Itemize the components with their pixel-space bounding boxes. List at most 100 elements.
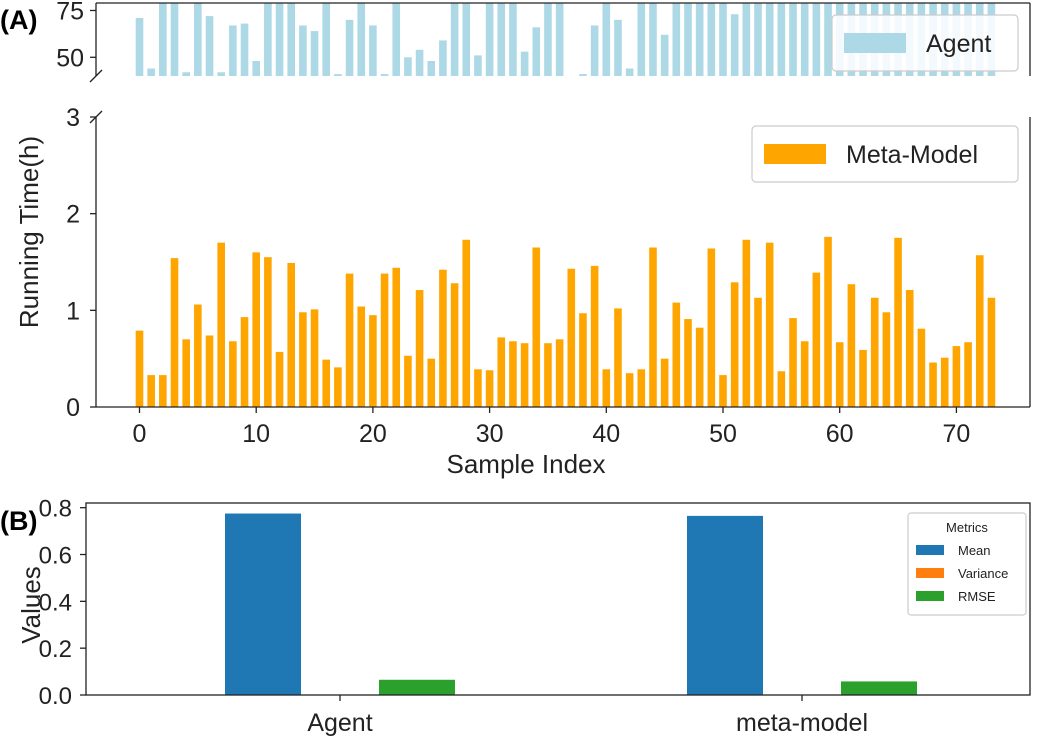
agent-bar-17 [334,74,342,76]
panel-label-b: (B) [0,506,37,536]
rmse-bar-meta-model [841,681,917,695]
panel-a-lower-axis: 0 1 2 3 0 10 20 30 40 50 60 70 Meta-Model Sample I… [14,104,1031,479]
panel-b-x-tick-label-meta-model: meta-model [736,709,868,737]
meta-model-bar-5 [194,304,202,407]
meta-model-bar-2 [159,375,167,407]
agent-bar-43 [637,3,646,76]
panel-b-y-tick-label-4: 0.8 [39,496,72,523]
meta-model-bar-43 [637,369,646,407]
agent-bar-44 [649,3,657,76]
meta-model-bar-3 [170,258,179,407]
agent-bar-12 [275,3,284,76]
meta-model-bar-53 [754,297,762,407]
legend-agent-box [831,14,1019,72]
meta-model-bar-66 [905,290,914,407]
agent-bar-46 [672,3,681,76]
agent-bar-45 [660,34,669,76]
meta-model-bar-19 [357,306,366,407]
panel-b-y-tick-label-2: 0.4 [39,589,72,616]
panel-b-frame [85,502,1031,696]
meta-model-bar-39 [590,265,599,407]
agent-bar-48 [695,3,704,76]
agent-bar-50 [719,3,727,76]
meta-model-bar-15 [310,309,319,407]
meta-model-bars [135,236,996,407]
axis-break-mark-upper [89,69,103,83]
meta-model-bar-16 [322,359,331,407]
panel-b-x-ticks: Agent meta-model [307,695,868,737]
meta-model-bar-52 [742,239,751,407]
legend-agent-swatch [844,33,906,53]
agent-bar-59 [824,3,832,76]
meta-model-bar-34 [532,247,541,407]
meta-model-bar-14 [299,312,307,407]
agent-bar-19 [357,3,366,76]
meta-model-bar-32 [509,341,517,407]
mean-bar-meta-model [687,515,763,695]
agent-bar-57 [800,3,809,76]
upper-y-ticks: 50 75 [56,0,96,72]
meta-model-bar-58 [812,272,821,407]
meta-model-bar-13 [287,262,296,407]
meta-model-bar-23 [404,355,412,407]
agent-bar-25 [427,61,436,76]
x-axis-title: Sample Index [447,449,606,479]
panel-b-y-tick-label-0: 0.0 [39,683,72,710]
lower-y-ticks: 0 1 2 3 [66,104,96,422]
upper-y-tick-label-75: 75 [56,0,84,25]
legend-swatch-mean [916,545,944,555]
meta-model-bar-61 [847,284,856,407]
agent-bar-13 [287,3,296,76]
panel-b-y-axis-title: Values [16,566,46,644]
agent-bar-58 [812,3,821,76]
agent-bar-31 [497,3,506,76]
meta-model-bar-35 [544,343,552,407]
meta-model-bar-64 [882,312,891,407]
meta-model-bar-51 [730,282,739,407]
meta-model-bar-56 [789,318,797,407]
meta-model-bar-42 [625,373,634,407]
agent-bar-26 [439,40,447,76]
meta-model-bar-68 [929,362,937,407]
meta-model-bar-40 [602,369,611,407]
meta-model-bar-65 [894,237,902,407]
meta-model-bar-4 [182,339,190,407]
meta-model-bar-49 [707,248,716,407]
x-tick-label-70: 70 [942,420,970,448]
panel-b-axis: 0.0 0.2 0.4 0.6 0.8 Agent meta-model Values M… [16,496,1031,737]
meta-model-bar-41 [614,308,622,407]
meta-model-bar-26 [439,269,447,407]
agent-bar-2 [159,3,167,76]
metrics-legend: Metrics Mean Variance RMSE [907,512,1027,616]
legend-swatch-rmse [916,591,944,601]
legend-swatch-variance [916,568,944,578]
agent-bar-29 [474,55,482,76]
meta-model-bar-72 [975,255,984,407]
agent-bar-4 [182,72,190,76]
agent-bar-34 [532,27,541,76]
legend-meta-model-label: Meta-Model [846,141,978,169]
x-tick-label-20: 20 [359,420,387,448]
meta-model-bar-63 [870,297,879,407]
agent-bar-27 [450,3,459,76]
agent-bar-56 [789,3,797,76]
agent-bar-8 [229,25,237,76]
meta-model-bar-55 [777,371,786,407]
agent-bar-10 [252,61,260,76]
meta-model-bar-46 [672,302,681,407]
x-tick-label-10: 10 [242,420,270,448]
lower-y-tick-label-0: 0 [66,394,80,422]
meta-model-bar-36 [555,339,564,407]
meta-model-bar-7 [217,242,225,407]
metric-bars [225,513,917,695]
meta-model-bar-24 [415,290,424,407]
agent-bar-20 [369,25,377,76]
agent-bar-16 [322,3,331,76]
axis-break-mark-lower [89,110,103,124]
meta-model-bar-69 [940,357,949,407]
y-axis-title: Running Time(h) [14,136,44,328]
meta-model-bar-10 [252,252,260,407]
panel-b-y-tick-label-1: 0.2 [39,636,72,663]
x-tick-label-0: 0 [133,420,147,448]
legend-meta-model: Meta-Model [751,125,1019,183]
